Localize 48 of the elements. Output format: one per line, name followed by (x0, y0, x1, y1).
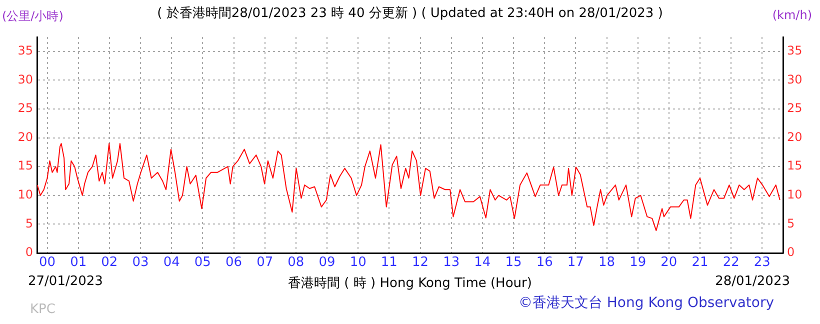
text: KPC (30, 302, 56, 317)
y-tick-label: 25 (18, 101, 33, 116)
x-tick-label: 22 (722, 255, 740, 270)
x-tick-label: 05 (194, 255, 211, 270)
x-tick-label: 19 (630, 255, 646, 270)
x-tick-label: 03 (132, 255, 149, 270)
y2-tick-label: 15 (787, 158, 802, 173)
x-tick-label: 18 (598, 255, 616, 270)
y-tick-label: 5 (25, 216, 33, 230)
x-tick-label: 08 (288, 255, 304, 270)
y2-tick-label: 35 (787, 44, 802, 58)
x-tick-label: 07 (256, 255, 274, 270)
y2-tick-label: 10 (787, 188, 802, 202)
x-tick-label: 21 (692, 255, 708, 270)
y2-tick-label: 0 (787, 245, 795, 260)
chart-title: ( 於香港時間28/01/2023 23 時 40 分更新 ) ( Updated at 23:40H on 28/01/2023 ) (157, 5, 663, 22)
text: ©香港天文台 Hong Kong Observatory (518, 294, 774, 312)
y-tick-label: 35 (18, 44, 33, 58)
y-tick-label: 15 (18, 158, 33, 173)
x-tick-label: 13 (443, 255, 460, 270)
x-tick-label: 10 (350, 255, 366, 270)
y-tick-label: 0 (25, 245, 33, 260)
y-tick-label: 20 (18, 130, 33, 144)
y2-tick-label: 25 (787, 101, 802, 116)
text: 28/01/2023 (715, 274, 790, 289)
x-tick-label: 16 (536, 255, 553, 270)
y2-axis-title: (km/h) (772, 8, 812, 22)
x-tick-label: 15 (505, 255, 522, 270)
x-tick-label: 04 (163, 255, 180, 270)
x-tick-label: 17 (567, 255, 584, 270)
text: 27/01/2023 (28, 274, 103, 289)
x-tick-label: 12 (412, 255, 429, 270)
x-axis-title: 香港時間 ( 時 ) Hong Kong Time (Hour) (288, 275, 532, 292)
x-tick-label: 14 (474, 255, 491, 270)
y2-tick-label: 20 (787, 130, 802, 144)
y2-tick-label: 30 (787, 72, 802, 86)
x-tick-label: 20 (660, 255, 678, 270)
y-tick-label: 10 (18, 188, 33, 202)
y-tick-label: 30 (18, 72, 33, 86)
x-tick-label: 02 (101, 255, 118, 270)
x-tick-label: 09 (318, 255, 336, 270)
x-tick-label: 01 (70, 255, 87, 270)
x-tick-label: 23 (754, 255, 770, 270)
x-tick-label: 00 (38, 255, 56, 270)
y-axis-title: (公里/小時) (2, 8, 64, 25)
x-tick-label: 06 (225, 255, 242, 270)
y2-tick-label: 5 (787, 216, 795, 230)
x-tick-label: 11 (380, 255, 398, 270)
